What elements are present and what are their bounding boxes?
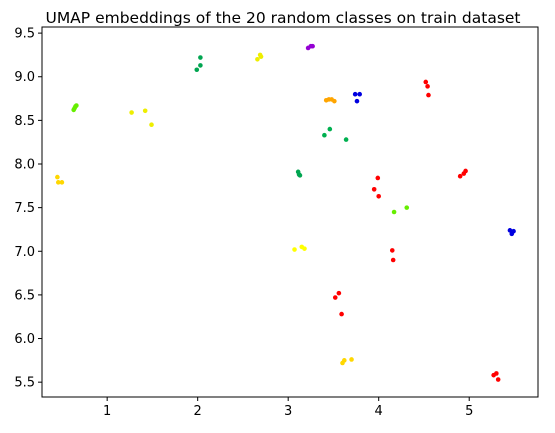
scatter-point (376, 193, 382, 199)
scatter-point (149, 122, 154, 128)
y-tick-label: 8.0 (14, 158, 35, 173)
scatter-point (426, 92, 431, 98)
scatter-point (332, 98, 337, 104)
scatter-point (349, 357, 354, 362)
scatter-point (389, 248, 395, 253)
y-tick-label: 7.0 (14, 245, 35, 260)
x-axis: 1 2 3 4 5 (103, 397, 473, 419)
scatter-point (375, 175, 381, 181)
scatter-point (258, 54, 264, 59)
scatter-point (495, 377, 501, 382)
scatter-point (332, 295, 338, 300)
scatter-point (494, 371, 499, 376)
scatter-point (342, 358, 347, 363)
scatter-point (391, 209, 397, 215)
y-tick-label: 8.5 (14, 114, 35, 129)
scatter-point (457, 173, 463, 179)
scatter-point (194, 67, 200, 73)
scatter-point (74, 103, 79, 108)
data-points (55, 43, 516, 382)
scatter-point (55, 174, 60, 180)
y-tick-label: 9.5 (14, 27, 35, 42)
y-tick-label: 5.5 (14, 376, 35, 391)
y-tick-label: 6.5 (14, 288, 35, 303)
scatter-point (322, 132, 327, 138)
scatter-point (310, 43, 315, 49)
x-tick-label: 4 (375, 404, 383, 419)
chart-title: UMAP embeddings of the 20 random classes… (45, 9, 520, 27)
scatter-point (507, 228, 513, 233)
scatter-point (511, 228, 516, 234)
scatter-point (129, 110, 134, 115)
y-tick-label: 6.0 (14, 332, 35, 347)
scatter-point (327, 126, 333, 132)
scatter-point (352, 91, 358, 97)
scatter-point (142, 108, 148, 114)
scatter-point (354, 98, 360, 104)
x-tick-label: 3 (284, 404, 292, 419)
x-tick-label: 1 (103, 404, 111, 419)
scatter-point (423, 79, 429, 85)
scatter-point (292, 247, 297, 252)
scatter-point (336, 290, 342, 296)
scatter-point (425, 84, 430, 89)
y-tick-label: 9.0 (14, 70, 35, 85)
scatter-point (390, 257, 396, 263)
scatter-point (297, 173, 303, 178)
scatter-point (198, 63, 203, 68)
scatter-point (255, 56, 260, 62)
scatter-point (343, 137, 349, 142)
scatter-point (404, 205, 410, 210)
scatter-point (357, 91, 362, 97)
scatter-point (463, 168, 468, 174)
plot-frame (41, 26, 539, 398)
x-tick-label: 2 (194, 404, 202, 419)
scatter-point (302, 246, 307, 251)
y-axis: 5.5 6.0 6.5 7.0 7.5 8.0 8.5 9.0 9.5 (14, 27, 42, 391)
scatter-point (59, 180, 65, 185)
y-tick-label: 7.5 (14, 201, 35, 216)
x-tick-label: 5 (465, 404, 473, 419)
scatter-point (198, 55, 203, 60)
scatter-point (339, 311, 344, 317)
scatter-point (371, 187, 377, 192)
scatter-point (55, 180, 61, 185)
